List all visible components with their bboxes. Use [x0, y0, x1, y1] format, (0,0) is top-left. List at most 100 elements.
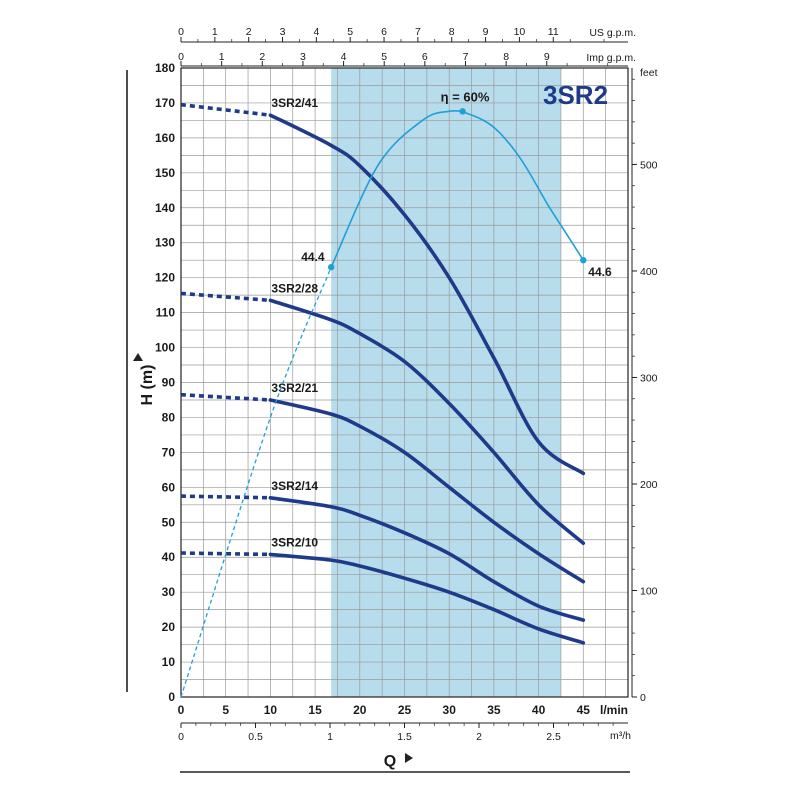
curve-dashed-3sr2-28: [180, 291, 271, 303]
y-tick-label: 110: [156, 306, 176, 320]
m3h-tick-label: 1: [327, 731, 333, 743]
feet-tick-label: 300: [640, 372, 658, 384]
y-tick-label: 160: [155, 131, 175, 145]
imp-tick-label: 5: [381, 51, 387, 63]
curve-dashed-3sr2-10: [180, 551, 271, 557]
y-tick-label: 100: [155, 341, 175, 355]
m3h-tick-label: 0.5: [248, 731, 263, 743]
feet-tick-label: 0: [640, 692, 646, 704]
plot-frame: [180, 67, 629, 698]
y-tick-label: 90: [162, 376, 176, 390]
series: 3SR2/41 3SR2/28 3SR2/21 3SR2/14 3SR2/10: [180, 96, 586, 645]
grid: [180, 67, 629, 698]
imp-tick-label: 2: [259, 51, 265, 63]
imp-tick-label: 0: [178, 51, 184, 63]
axes: 0 5 10 15 20 25 30 35 40 450 0.5 1 1.5 2 2.50 1 2 3 4 5 6 7 8 9…: [126, 26, 658, 773]
us-tick-label: 0: [178, 26, 184, 38]
imp-tick-label: 7: [463, 51, 469, 63]
efficiency-marker: [580, 256, 587, 264]
y-tick-label: 150: [155, 166, 175, 180]
y-tick-label: 0: [168, 690, 175, 704]
m3h-tick-label: 0: [178, 731, 184, 743]
lmin-unit: l/min: [600, 703, 628, 717]
imp-tick-label: 3: [300, 51, 306, 63]
efficiency-annotation: 44.4: [301, 250, 325, 264]
imp-tick-label: 1: [219, 51, 225, 63]
efficiency-curve: η = 60% 44.4 44.6: [180, 89, 612, 698]
us-tick-label: 1: [212, 26, 218, 38]
x-tick-label: 45: [577, 703, 591, 717]
y-tick-label: 40: [162, 550, 176, 564]
m3h-tick-label: 2: [476, 731, 482, 743]
curve-label-3sr2-41: 3SR2/41: [271, 96, 318, 110]
y-tick-label: 80: [162, 410, 176, 424]
imp-tick-label: 9: [544, 51, 550, 63]
feet-tick-label: 200: [640, 479, 658, 491]
x-tick-label: 0: [178, 703, 185, 717]
us-tick-label: 5: [347, 26, 353, 38]
x-tick-label: 30: [443, 703, 457, 717]
chart-title: 3SR2: [543, 80, 608, 110]
x-tick-label: 10: [264, 703, 278, 717]
curve-label-3sr2-28: 3SR2/28: [271, 281, 318, 295]
efficiency-curve-solid: [330, 109, 584, 268]
us-tick-label: 4: [313, 26, 319, 38]
y-arrow-icon: [133, 353, 143, 361]
efficiency-annotation: 44.6: [588, 265, 612, 279]
x-tick-label: 5: [222, 703, 229, 717]
curve-label-3sr2-21: 3SR2/21: [271, 381, 318, 395]
x-tick-label: 35: [487, 703, 501, 717]
us-tick-label: 9: [483, 26, 489, 38]
curve-3sr2-21: [268, 398, 586, 584]
curve-3sr2-14: [268, 496, 586, 622]
x-tick-label: 20: [353, 703, 367, 717]
us-tick-label: 2: [246, 26, 252, 38]
us-tick-label: 11: [548, 26, 559, 38]
imp-gpm-unit: Imp g.p.m.: [586, 52, 636, 64]
m3h-tick-label: 1.5: [397, 731, 412, 743]
y-tick-label: 180: [155, 61, 175, 75]
us-gpm-unit: US g.p.m.: [589, 27, 636, 39]
imp-tick-label: 6: [422, 51, 428, 63]
x-axis-title: Q: [384, 753, 396, 770]
y-tick-label: 120: [155, 271, 175, 285]
y-axis-title: H (m): [139, 365, 156, 406]
imp-tick-label: 8: [503, 51, 509, 63]
feet-tick-label: 500: [640, 159, 658, 171]
y-tick-label: 130: [155, 236, 175, 250]
curve-dashed-3sr2-14: [180, 494, 271, 500]
efficiency-marker: [327, 263, 335, 271]
m3h-tick-label: 2.5: [546, 731, 561, 743]
y-tick-label: 30: [162, 585, 176, 599]
labels: 3SR2 H (m) Q US g.p.m. Imp g.p.m. feet l…: [139, 27, 658, 770]
x-tick-label: 40: [532, 703, 546, 717]
us-tick-label: 3: [280, 26, 286, 38]
feet-unit: feet: [640, 67, 658, 79]
us-tick-label: 10: [514, 26, 526, 38]
feet-tick-label: 100: [640, 585, 658, 597]
y-tick-label: 50: [162, 515, 176, 529]
y-tick-label: 70: [162, 445, 176, 459]
us-tick-label: 7: [415, 26, 421, 38]
x-tick-label: 15: [308, 703, 322, 717]
curve-3sr2-41: [268, 113, 586, 476]
x-tick-label: 25: [398, 703, 412, 717]
y-tick-label: 10: [162, 655, 176, 669]
curve-3sr2-10: [268, 552, 586, 645]
x-arrow-icon: [405, 753, 413, 763]
us-tick-label: 6: [381, 26, 387, 38]
y-tick-label: 20: [162, 620, 176, 634]
curve-label-3sr2-14: 3SR2/14: [271, 479, 318, 493]
us-tick-label: 8: [449, 26, 455, 38]
efficiency-peak-label: η = 60%: [441, 89, 490, 104]
y-tick-label: 60: [162, 480, 176, 494]
y-tick-label: 170: [155, 96, 175, 110]
curve-dashed-3sr2-41: [180, 102, 271, 117]
feet-tick-label: 400: [640, 266, 658, 278]
imp-tick-label: 4: [341, 51, 347, 63]
curve-3sr2-28: [268, 298, 586, 545]
efficiency-peak-marker: [459, 108, 466, 115]
curve-label-3sr2-10: 3SR2/10: [271, 535, 318, 549]
m3h-unit: m³/h: [610, 730, 631, 742]
